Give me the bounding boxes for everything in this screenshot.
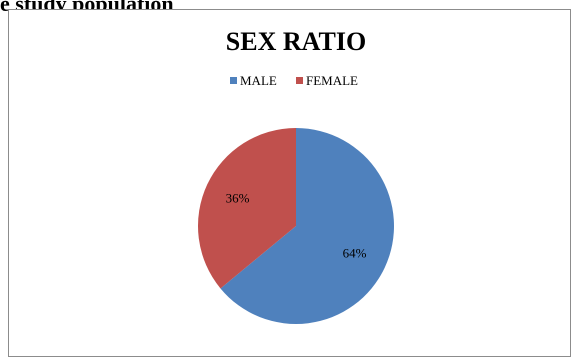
legend-swatch-female	[296, 77, 303, 84]
pie-slices	[197, 128, 394, 325]
legend-label-male: MALE	[240, 73, 277, 88]
chart-title: SEX RATIO	[226, 27, 366, 56]
chart-area: SEX RATIO MALE FEMALE 64% 36%	[8, 9, 571, 357]
legend-swatch-male	[230, 77, 237, 84]
chart-legend: MALE FEMALE	[230, 73, 358, 88]
legend-label-female: FEMALE	[306, 73, 358, 88]
data-label-female: 36%	[226, 191, 250, 206]
pie-chart: SEX RATIO MALE FEMALE 64% 36%	[197, 27, 394, 325]
data-label-male: 64%	[343, 246, 367, 261]
pie-slice-male	[220, 128, 394, 325]
pie-slice-female	[197, 128, 296, 289]
